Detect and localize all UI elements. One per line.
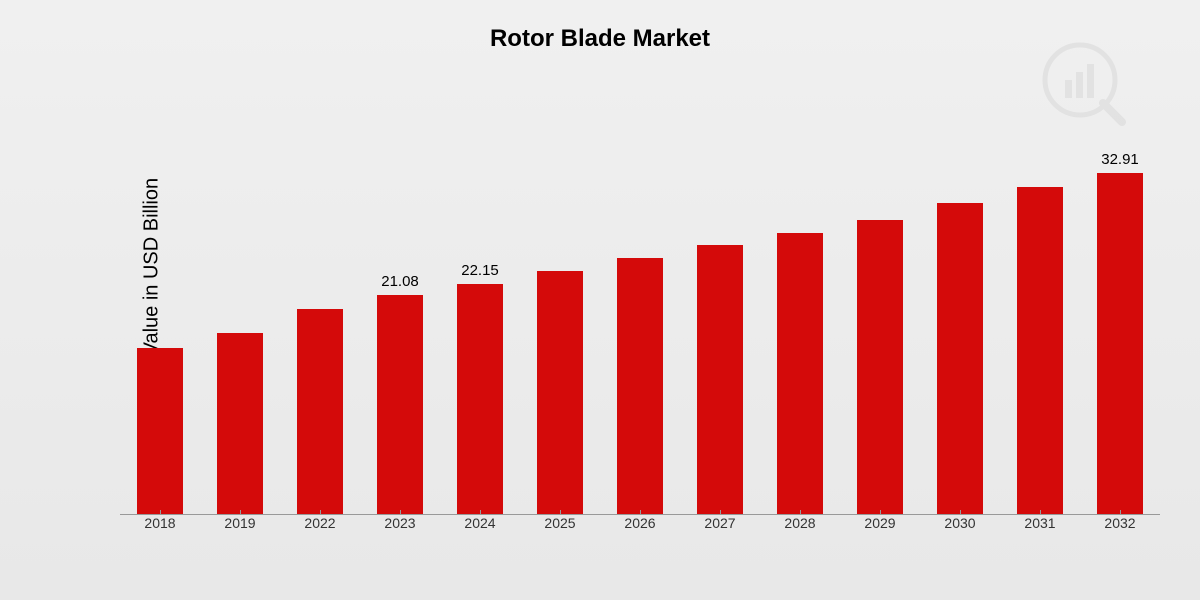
bar <box>617 258 663 514</box>
bar: 32.91 <box>1097 173 1143 514</box>
x-tick-label: 2032 <box>1080 515 1160 540</box>
chart-title: Rotor Blade Market <box>0 0 1200 53</box>
x-axis: 2018201920222023202420252026202720282029… <box>120 515 1160 540</box>
x-tick-label: 2018 <box>120 515 200 540</box>
bar-slot: 32.91 <box>1080 120 1160 514</box>
x-tick-label: 2028 <box>760 515 840 540</box>
x-tick-label: 2027 <box>680 515 760 540</box>
bar: 22.15 <box>457 284 503 514</box>
bar-slot <box>200 120 280 514</box>
bars-container: 21.08 22.15 32.91 <box>120 120 1160 514</box>
x-tick-label: 2024 <box>440 515 520 540</box>
bar <box>137 348 183 514</box>
bar-value-label: 32.91 <box>1101 151 1139 168</box>
bar-value-label: 22.15 <box>461 262 499 279</box>
bar-slot <box>1000 120 1080 514</box>
bar <box>217 333 263 514</box>
chart-container: 21.08 22.15 32.91 201820192022202320242025… <box>120 120 1160 540</box>
x-tick-label: 2030 <box>920 515 1000 540</box>
bar <box>937 203 983 514</box>
x-tick-label: 2031 <box>1000 515 1080 540</box>
bar-slot <box>520 120 600 514</box>
bar-slot <box>840 120 920 514</box>
bar <box>777 233 823 514</box>
bar-slot <box>760 120 840 514</box>
bar <box>1017 187 1063 514</box>
bar <box>537 271 583 514</box>
plot-area: 21.08 22.15 32.91 <box>120 120 1160 515</box>
bar-slot <box>680 120 760 514</box>
x-tick-label: 2022 <box>280 515 360 540</box>
x-tick-label: 2026 <box>600 515 680 540</box>
x-tick-label: 2025 <box>520 515 600 540</box>
x-tick-label: 2019 <box>200 515 280 540</box>
bar-slot: 22.15 <box>440 120 520 514</box>
bar-slot <box>920 120 1000 514</box>
bar-slot <box>600 120 680 514</box>
bar <box>297 309 343 514</box>
bar <box>857 220 903 514</box>
bar-slot <box>120 120 200 514</box>
bar-slot <box>280 120 360 514</box>
x-tick-label: 2023 <box>360 515 440 540</box>
x-tick-label: 2029 <box>840 515 920 540</box>
bar: 21.08 <box>377 295 423 514</box>
bar-slot: 21.08 <box>360 120 440 514</box>
bar <box>697 245 743 514</box>
bar-value-label: 21.08 <box>381 273 419 290</box>
